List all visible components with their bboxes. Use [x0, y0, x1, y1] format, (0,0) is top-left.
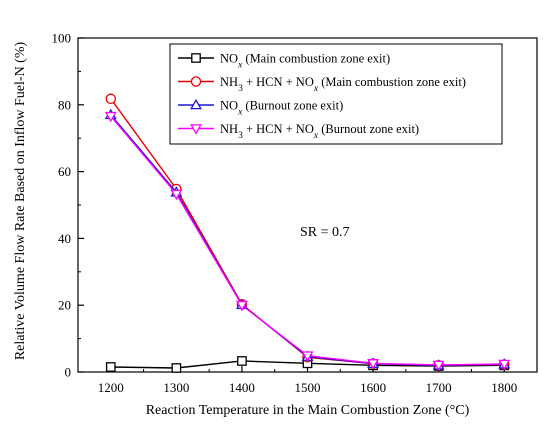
x-tick-label: 1600 [360, 380, 386, 395]
legend-marker [190, 76, 202, 87]
y-axis-ticks: 0 20 40 60 80 100 [52, 31, 84, 380]
annotation-sr: SR = 0.7 [300, 225, 350, 240]
data-point [104, 111, 117, 123]
legend-label: NOx (Burnout zone exit) [220, 99, 343, 118]
data-point [105, 93, 117, 105]
y-tick-label: 20 [58, 298, 71, 313]
data-point [237, 356, 247, 366]
x-tick-label: 1500 [295, 380, 321, 395]
x-tick-label: 1300 [163, 380, 189, 395]
x-tick-label: 1200 [98, 380, 124, 395]
data-point [367, 359, 380, 370]
legend-entry: NH3 + HCN + NOx (Burnout zone exit) [178, 122, 419, 141]
legend-label: NH3 + HCN + NOx (Burnout zone exit) [220, 122, 419, 141]
legend-label: NH3 + HCN + NOx (Main combustion zone ex… [220, 75, 466, 94]
x-tick-label: 1700 [426, 380, 452, 395]
x-tick-label: 1800 [491, 380, 517, 395]
legend-box [169, 43, 503, 145]
legend-marker [190, 98, 202, 110]
legend-entry: NOx (Burnout zone exit) [178, 99, 343, 118]
legend-entry: NOx (Main combustion zone exit) [178, 52, 390, 71]
y-tick-label: 0 [65, 365, 72, 380]
legend-marker [191, 53, 201, 63]
data-point [301, 351, 314, 362]
series-layer [104, 93, 511, 373]
y-tick-label: 40 [58, 231, 71, 246]
legend: NOx (Main combustion zone exit) NH3 + HCN… [169, 43, 503, 145]
series-4 [104, 111, 511, 372]
legend-entry: NH3 + HCN + NOx (Main combustion zone ex… [178, 75, 466, 94]
x-axis-ticks: 1200 1300 1400 1500 1600 1700 1800 [98, 366, 517, 395]
legend-marker [190, 124, 202, 135]
series-line [110, 114, 505, 367]
data-point [498, 359, 511, 371]
legend-label: NOx (Main combustion zone exit) [220, 52, 390, 71]
y-tick-label: 60 [58, 164, 71, 179]
data-point [171, 363, 182, 373]
data-point [432, 360, 445, 372]
data-point [105, 362, 116, 372]
y-tick-label: 80 [58, 97, 71, 112]
data-point [235, 300, 248, 312]
y-tick-label: 100 [52, 31, 72, 46]
y-axis-title: Relative Volume Flow Rate Based on Inflo… [13, 42, 28, 361]
x-tick-label: 1400 [229, 380, 255, 395]
series-line [110, 115, 505, 366]
x-axis-title: Reaction Temperature in the Main Combust… [146, 403, 470, 418]
data-point [170, 189, 183, 201]
